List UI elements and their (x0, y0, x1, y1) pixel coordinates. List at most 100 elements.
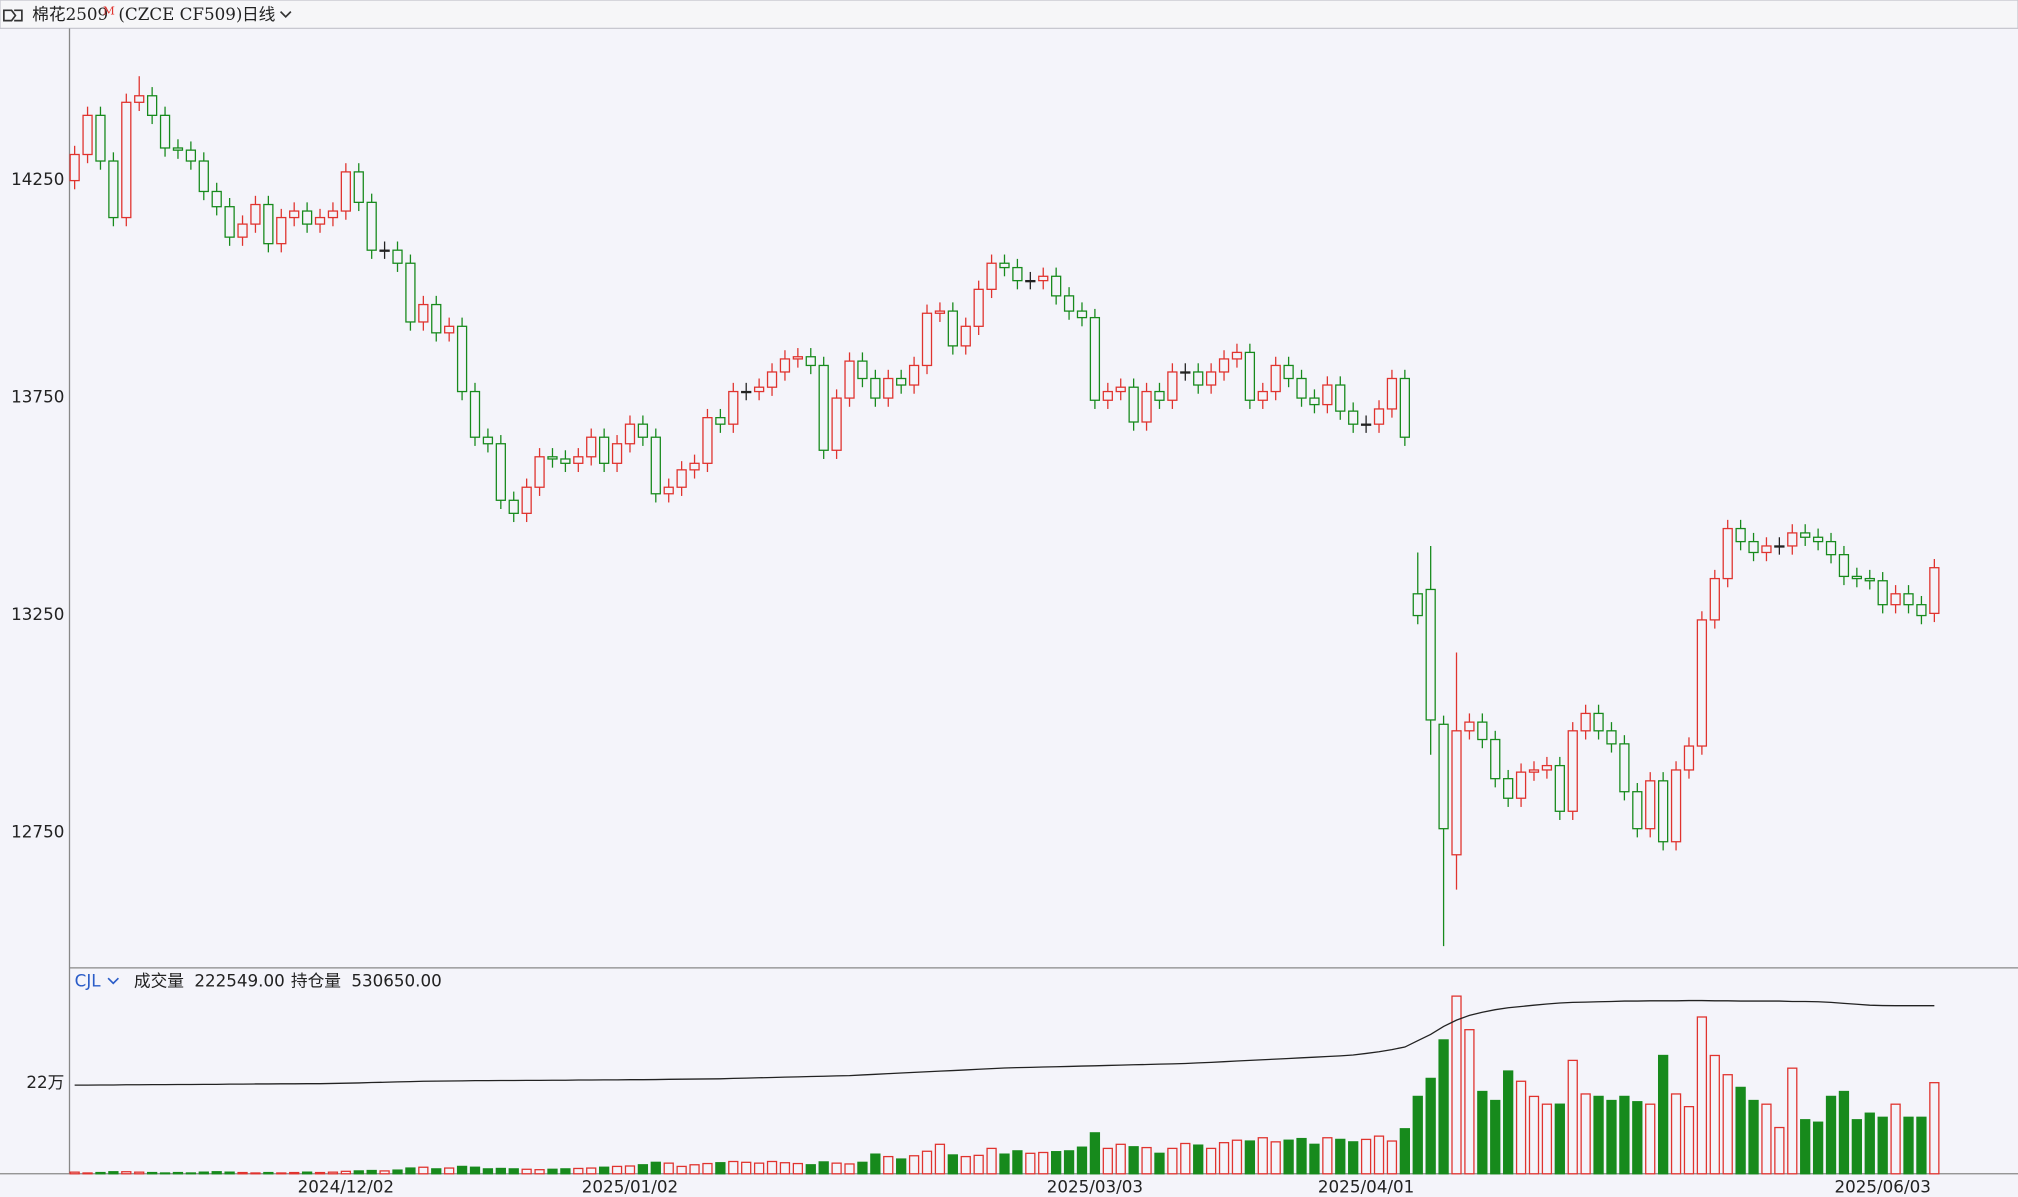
candle-body (1800, 532, 1811, 538)
volume-bar (146, 1171, 158, 1175)
volume-bar (159, 1172, 171, 1175)
candle-body (534, 456, 545, 488)
volume-bar (1838, 1090, 1850, 1175)
volume-bar (1425, 1077, 1436, 1175)
volume-bar (456, 1165, 468, 1175)
volume-bar (224, 1171, 235, 1175)
candle-body (1812, 536, 1824, 543)
volume-bar (1670, 1093, 1682, 1175)
volume-bar (986, 1147, 997, 1175)
candle-body (650, 436, 661, 495)
volume-bar (1541, 1103, 1553, 1175)
candle-body (728, 390, 739, 425)
volume-bar (1412, 1095, 1423, 1175)
volume-bar (276, 1172, 287, 1175)
candle-body (663, 486, 674, 495)
volume-bar (1528, 1095, 1540, 1175)
volume-bar (172, 1171, 184, 1175)
candle-body (1580, 712, 1591, 732)
candle-body (1128, 386, 1139, 423)
period-chevron[interactable] (279, 11, 292, 18)
volume-bar (250, 1172, 261, 1175)
volume-bar (1141, 1146, 1152, 1175)
candle-body (1231, 351, 1243, 360)
volume-bar (624, 1165, 636, 1175)
volume-bar (896, 1158, 907, 1175)
volume-bar (1167, 1147, 1178, 1175)
candle-body (1774, 545, 1785, 548)
volume-bar (960, 1155, 971, 1175)
candle-body (1438, 723, 1449, 830)
volume-bar (1683, 1106, 1695, 1175)
candle-body (172, 147, 184, 151)
candle-body (431, 303, 442, 334)
candle-body (1709, 577, 1720, 621)
candle-body (1464, 721, 1475, 732)
candle-body (456, 325, 468, 393)
volume-bar (1089, 1132, 1101, 1175)
candle-body (1632, 791, 1643, 830)
volume-bar (637, 1164, 649, 1175)
candle-body (908, 364, 920, 386)
candle-body (1929, 567, 1940, 615)
volume-bar (1632, 1101, 1643, 1175)
candle-body (1696, 619, 1708, 747)
indicator-chevron[interactable] (107, 977, 119, 985)
volume-bar (185, 1172, 197, 1175)
candle-body (1257, 390, 1268, 401)
candle-body (715, 417, 726, 425)
candle-body (702, 417, 713, 464)
volume-bar (586, 1167, 597, 1175)
volume-bar (908, 1155, 920, 1175)
indicator-name[interactable]: CJL (75, 971, 102, 991)
y-tick-label: 14250 (11, 169, 64, 189)
candle-body (960, 325, 971, 347)
volume-bar (1464, 1029, 1475, 1175)
volume-bar (1309, 1143, 1320, 1175)
candle-body (973, 288, 984, 327)
candle-body (495, 443, 506, 501)
header-icon[interactable] (3, 9, 23, 22)
volume-bar (314, 1171, 326, 1175)
volume-bar (1503, 1070, 1514, 1175)
volume-bar (1567, 1059, 1578, 1175)
volume-bar (573, 1167, 584, 1175)
volume-bar (418, 1166, 429, 1175)
volume-bar (379, 1170, 390, 1175)
volume-bar (598, 1166, 610, 1175)
title-sup: M (103, 4, 115, 18)
candle-body (469, 390, 481, 438)
volume-bar (792, 1162, 804, 1175)
volume-bar (1322, 1137, 1333, 1175)
candle-body (766, 371, 778, 388)
volume-bar (1451, 995, 1462, 1175)
candle-body (689, 462, 700, 471)
volume-bar (353, 1170, 364, 1175)
x-tick-label: 2025/01/02 (582, 1176, 678, 1196)
volume-bar (327, 1171, 339, 1175)
volume-bar (444, 1167, 455, 1175)
volume-bar (831, 1162, 842, 1175)
candle-body (224, 206, 235, 238)
candle-body (301, 210, 313, 225)
candle-body (521, 486, 532, 514)
candle-body (134, 95, 145, 103)
volume-bar (547, 1168, 558, 1175)
candle-body (1167, 371, 1178, 401)
candle-body (237, 223, 248, 238)
volume-bar (1335, 1138, 1346, 1175)
x-tick-label: 2025/04/01 (1318, 1176, 1414, 1196)
candle-body (366, 201, 377, 251)
volume-bar (753, 1162, 765, 1175)
period-selector[interactable]: 日线 (242, 4, 276, 24)
candle-body (1528, 769, 1540, 773)
candle-body (1102, 390, 1113, 401)
candle-body (250, 203, 261, 225)
candle-body (1012, 266, 1023, 282)
candle-body (1503, 778, 1514, 799)
candle-body (896, 377, 907, 386)
volume-bar (728, 1160, 739, 1175)
volume-bar (1386, 1140, 1398, 1175)
candle-body (1141, 390, 1152, 423)
